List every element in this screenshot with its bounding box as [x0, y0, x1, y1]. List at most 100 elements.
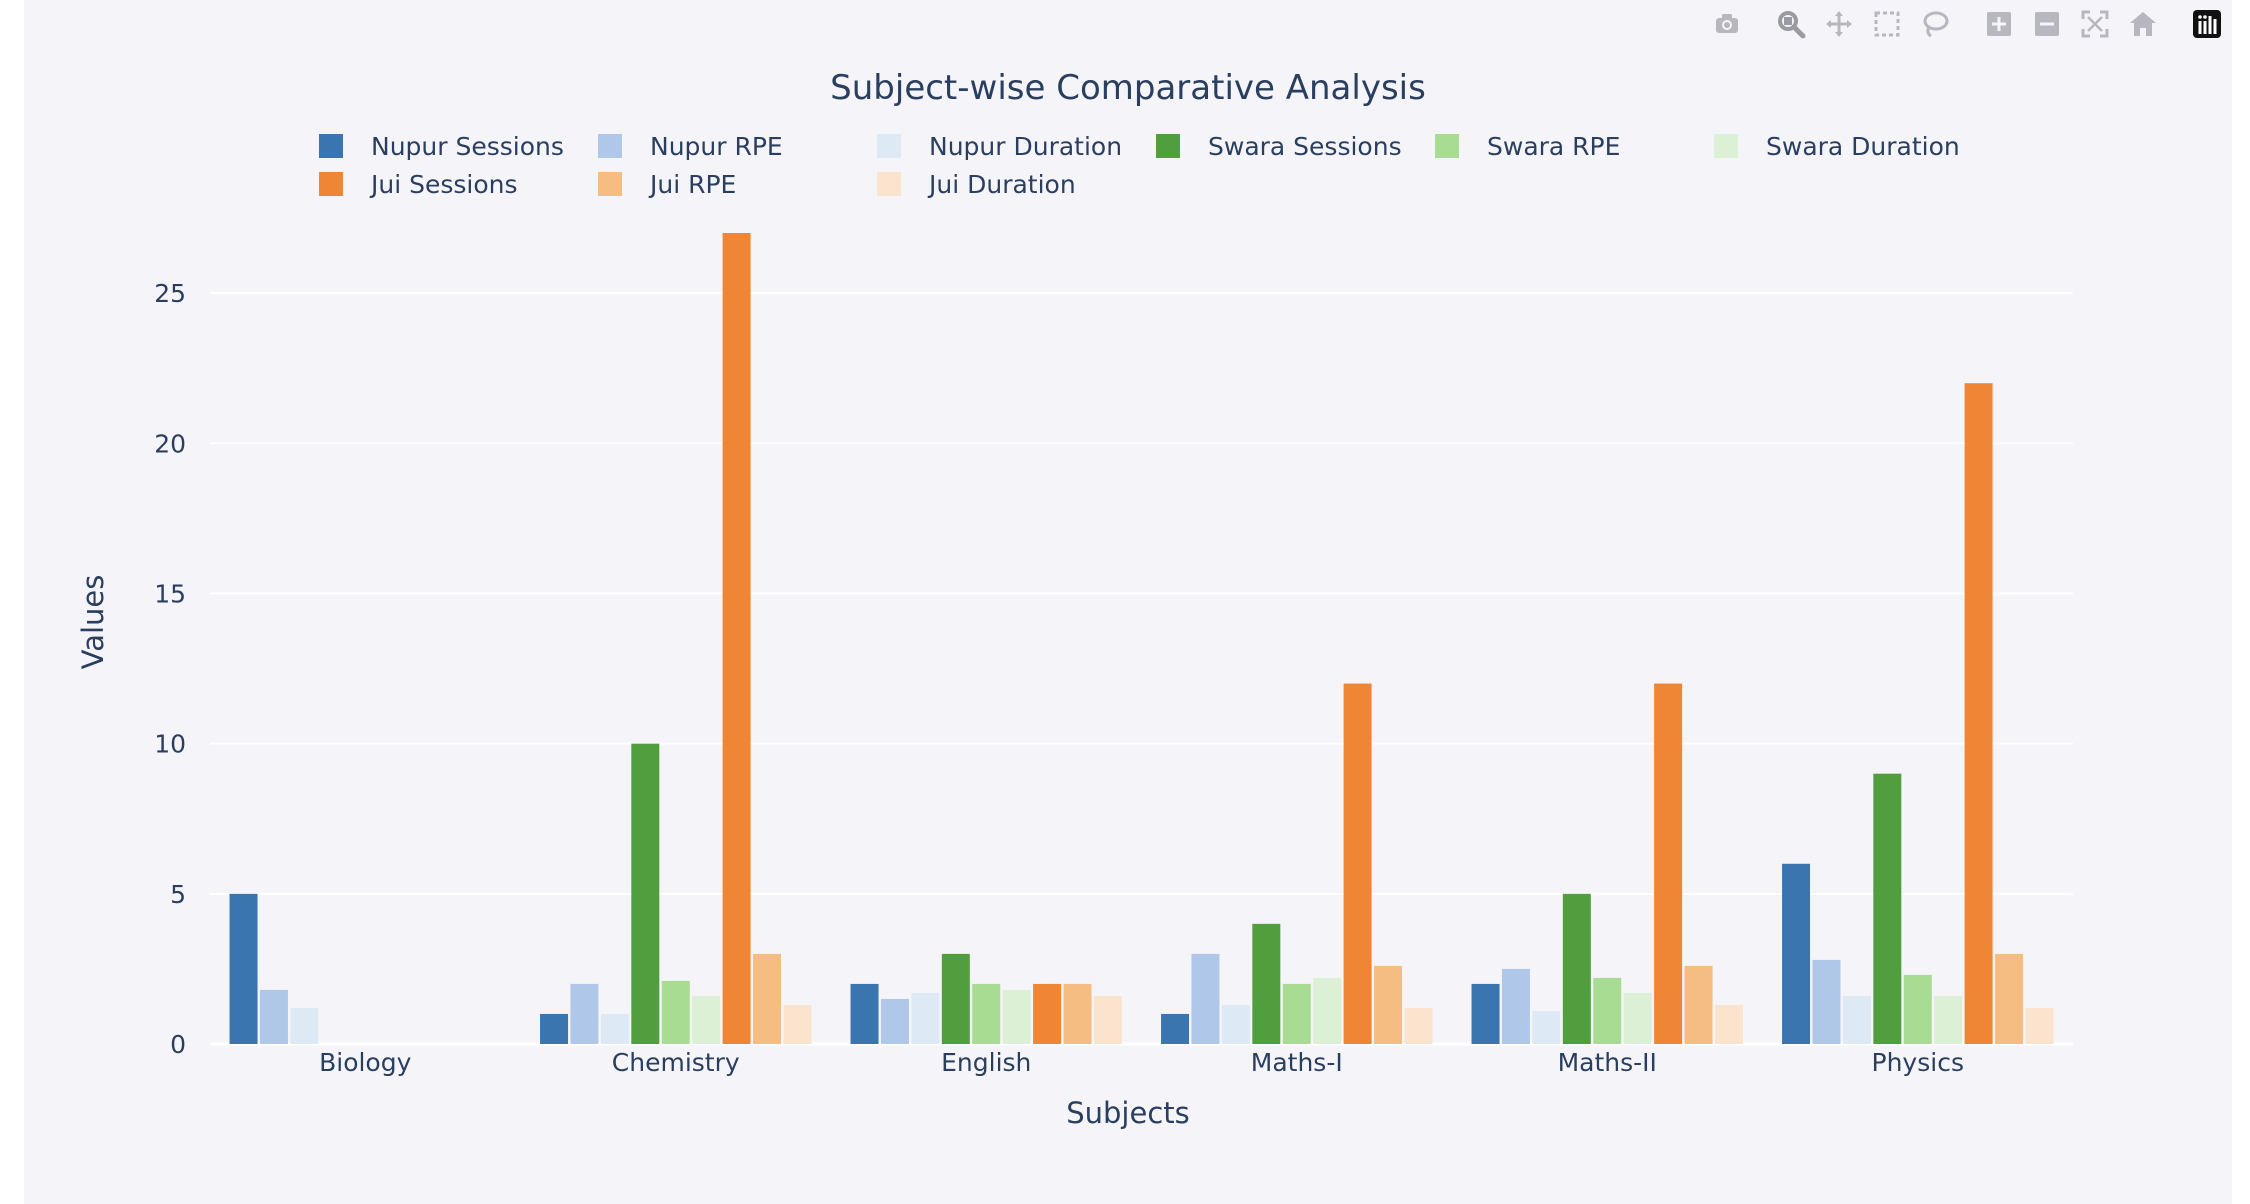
legend-swatch	[877, 172, 901, 196]
x-tick-label: Chemistry	[612, 1048, 740, 1077]
legend-swatch	[598, 172, 622, 196]
bar[interactable]	[1964, 383, 1993, 1044]
bar[interactable]	[570, 983, 599, 1044]
legend-label: Nupur Sessions	[371, 132, 564, 161]
legend-label: Swara RPE	[1487, 132, 1620, 161]
bar[interactable]	[1995, 953, 2024, 1044]
bar[interactable]	[2025, 1007, 2054, 1044]
reset-axes-icon[interactable]	[2122, 6, 2164, 42]
legend-item[interactable]: Nupur Sessions	[319, 132, 564, 161]
bar[interactable]	[1033, 983, 1062, 1044]
legend-swatch	[598, 134, 622, 158]
legend-item[interactable]: Jui Sessions	[319, 170, 518, 199]
bar[interactable]	[880, 998, 909, 1044]
bar[interactable]	[850, 983, 879, 1044]
bar[interactable]	[1593, 977, 1622, 1044]
bar[interactable]	[722, 233, 751, 1044]
bar[interactable]	[1812, 959, 1841, 1044]
bar[interactable]	[540, 1013, 569, 1044]
bar[interactable]	[1221, 1004, 1250, 1044]
bar[interactable]	[1002, 989, 1031, 1044]
legend-label: Jui RPE	[648, 170, 736, 199]
bar[interactable]	[1903, 974, 1932, 1044]
legend-item[interactable]: Swara Duration	[1714, 132, 1960, 161]
axes: 0 5 10 15 20 25 Biology Chemistry English Maths-I…	[154, 279, 1964, 1077]
bar[interactable]	[290, 1007, 319, 1044]
bar[interactable]	[1313, 977, 1342, 1044]
bar[interactable]	[1501, 968, 1530, 1044]
legend-item[interactable]: Swara Sessions	[1156, 132, 1402, 161]
legend-label: Jui Sessions	[369, 170, 518, 199]
legend-label: Swara Duration	[1766, 132, 1960, 161]
x-tick-label: Maths-I	[1251, 1048, 1343, 1077]
legend: Nupur Sessions Nupur RPE Nupur Duration Swa…	[319, 132, 1960, 199]
bar[interactable]	[1252, 923, 1281, 1044]
legend-swatch	[1156, 134, 1180, 158]
legend-label: Jui Duration	[927, 170, 1076, 199]
bar[interactable]	[1532, 1010, 1561, 1044]
modebar	[1706, 6, 2228, 42]
zoom-in-icon[interactable]	[1978, 6, 2020, 42]
y-tick-label: 0	[170, 1030, 186, 1059]
bar[interactable]	[1842, 995, 1871, 1044]
y-tick-label: 5	[170, 880, 186, 909]
bar[interactable]	[1404, 1007, 1433, 1044]
y-tick-label: 20	[154, 429, 186, 458]
legend-swatch	[319, 172, 343, 196]
bar[interactable]	[1471, 983, 1500, 1044]
bar[interactable]	[631, 743, 660, 1044]
bar[interactable]	[692, 995, 721, 1044]
bar[interactable]	[1873, 773, 1902, 1044]
legend-item[interactable]: Nupur Duration	[877, 132, 1122, 161]
bar[interactable]	[1282, 983, 1311, 1044]
bar[interactable]	[911, 992, 940, 1044]
bar[interactable]	[1161, 1013, 1190, 1044]
bar[interactable]	[1934, 995, 1963, 1044]
plot-container: 0 5 10 15 20 25 Biology Chemistry English Maths-I…	[24, 0, 2232, 1204]
x-tick-label: Biology	[319, 1048, 412, 1077]
bar[interactable]	[1623, 992, 1652, 1044]
legend-swatch	[1435, 134, 1459, 158]
box-select-icon[interactable]	[1866, 6, 1908, 42]
lasso-select-icon[interactable]	[1914, 6, 1956, 42]
bar[interactable]	[1562, 893, 1591, 1044]
bar[interactable]	[259, 989, 288, 1044]
bar[interactable]	[229, 893, 258, 1044]
bar[interactable]	[600, 1013, 629, 1044]
bar[interactable]	[1343, 683, 1372, 1044]
x-axis-title: Subjects	[1066, 1096, 1190, 1130]
legend-item[interactable]: Jui Duration	[877, 170, 1076, 199]
bar[interactable]	[1714, 1004, 1743, 1044]
legend-label: Swara Sessions	[1208, 132, 1402, 161]
camera-icon[interactable]	[1706, 6, 1748, 42]
bar[interactable]	[1684, 965, 1713, 1044]
bar[interactable]	[753, 953, 782, 1044]
bar[interactable]	[972, 983, 1001, 1044]
zoom-out-icon[interactable]	[2026, 6, 2068, 42]
y-tick-label: 25	[154, 279, 186, 308]
legend-item[interactable]: Swara RPE	[1435, 132, 1620, 161]
pan-icon[interactable]	[1818, 6, 1860, 42]
plotly-logo-icon[interactable]	[2186, 6, 2228, 42]
bar[interactable]	[1374, 965, 1403, 1044]
legend-label: Nupur Duration	[929, 132, 1122, 161]
y-axis-title: Values	[76, 575, 110, 670]
bars	[229, 233, 2054, 1044]
grid-lines	[210, 292, 2073, 1046]
x-tick-label: Maths-II	[1558, 1048, 1657, 1077]
bar[interactable]	[941, 953, 970, 1044]
zoom-icon[interactable]	[1770, 6, 1812, 42]
x-tick-label: English	[941, 1048, 1031, 1077]
bar[interactable]	[1782, 863, 1811, 1044]
legend-swatch	[1714, 134, 1738, 158]
autoscale-icon[interactable]	[2074, 6, 2116, 42]
bar[interactable]	[783, 1004, 812, 1044]
bar[interactable]	[1063, 983, 1092, 1044]
bar[interactable]	[1654, 683, 1683, 1044]
bar[interactable]	[1191, 953, 1220, 1044]
legend-swatch	[319, 134, 343, 158]
bar[interactable]	[1093, 995, 1122, 1044]
legend-item[interactable]: Jui RPE	[598, 170, 736, 199]
legend-item[interactable]: Nupur RPE	[598, 132, 783, 161]
bar[interactable]	[661, 980, 690, 1044]
